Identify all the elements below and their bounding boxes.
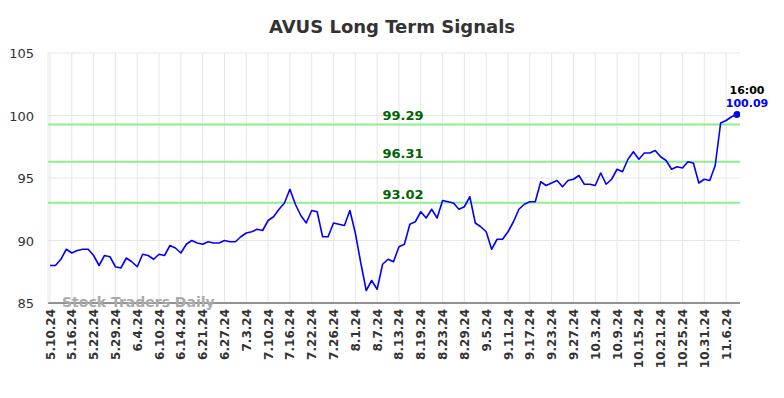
grid-line-x: [398, 53, 399, 303]
grid-line-x: [726, 53, 727, 303]
grid-line-x: [573, 53, 574, 303]
x-tick-label: 8.29.24: [458, 309, 472, 360]
reference-label: 96.31: [382, 146, 423, 161]
grid-line-x: [71, 53, 72, 303]
grid-line-x: [551, 53, 552, 303]
watermark: Stock Traders Daily: [62, 294, 215, 310]
reference-line: [48, 123, 740, 125]
x-tick-label: 6.10.24: [153, 309, 167, 360]
x-tick-label: 6.4.24: [131, 309, 145, 352]
grid-line-x: [355, 53, 356, 303]
x-tick-label: 10.9.24: [611, 309, 625, 360]
y-tick-label: 105: [9, 46, 34, 61]
grid-line-x: [202, 53, 203, 303]
grid-line-x: [289, 53, 290, 303]
x-tick-label: 9.17.24: [523, 309, 537, 360]
grid-line-x: [180, 53, 181, 303]
x-tick-label: 8.19.24: [414, 309, 428, 360]
grid-line-x: [682, 53, 683, 303]
y-tick-label: 90: [17, 234, 34, 249]
x-tick-label: 9.23.24: [545, 309, 559, 360]
grid-line-x: [159, 53, 160, 303]
grid-line-x: [442, 53, 443, 303]
x-tick-label: 8.1.24: [349, 309, 363, 352]
grid-line-x: [464, 53, 465, 303]
y-tick-label: 85: [17, 296, 34, 311]
x-tick-label: 7.22.24: [305, 309, 319, 360]
grid-line-x: [704, 53, 705, 303]
last-value-label: 100.09: [726, 97, 768, 110]
x-tick-label: 9.27.24: [567, 309, 581, 360]
time-label: 16:00: [729, 84, 764, 97]
grid-line-x: [617, 53, 618, 303]
last-point: [734, 111, 741, 118]
reference-line: [48, 161, 740, 163]
x-tick-label: 6.27.24: [218, 309, 232, 360]
x-tick-label: 9.11.24: [502, 309, 516, 360]
grid-line-x: [333, 53, 334, 303]
x-tick-label: 10.31.24: [698, 309, 712, 368]
grid-line-x: [93, 53, 94, 303]
grid-line-x: [420, 53, 421, 303]
grid-line-x: [224, 53, 225, 303]
reference-label: 99.29: [382, 108, 423, 123]
grid-line-x: [508, 53, 509, 303]
chart: AVUS Long Term Signals 85 90 95 100 105 5.10.2…: [0, 0, 784, 398]
x-tick-label: 6.21.24: [196, 309, 210, 360]
x-tick-label: 7.3.24: [240, 309, 254, 352]
grid-line-x: [246, 53, 247, 303]
grid-line-x: [486, 53, 487, 303]
x-tick-label: 5.10.24: [44, 309, 58, 360]
x-tick-label: 7.26.24: [327, 309, 341, 360]
x-tick-label: 8.7.24: [371, 309, 385, 352]
price-line: [50, 114, 737, 290]
x-tick-label: 10.21.24: [654, 309, 668, 368]
grid-line: [48, 240, 740, 241]
x-tick-label: 9.5.24: [480, 309, 494, 352]
x-tick-label: 5.22.24: [87, 309, 101, 360]
grid-line-x: [660, 53, 661, 303]
x-tick-label: 6.14.24: [174, 309, 188, 360]
grid-line: [48, 53, 740, 54]
x-tick-label: 5.16.24: [65, 309, 79, 360]
x-tick-label: 7.10.24: [262, 309, 276, 360]
y-axis: [48, 53, 49, 303]
x-tick-label: 11.6.24: [720, 309, 734, 360]
x-tick-label: 10.15.24: [632, 309, 646, 368]
title: AVUS Long Term Signals: [269, 16, 515, 37]
x-tick-label: 5.29.24: [109, 309, 123, 360]
x-tick-label: 8.13.24: [392, 309, 406, 360]
reference-label: 93.02: [382, 187, 423, 202]
x-tick-label: 7.16.24: [283, 309, 297, 360]
y-tick-label: 100: [9, 109, 34, 124]
plot-area: [48, 111, 740, 291]
grid-line-x: [268, 53, 269, 303]
grid-line-x: [529, 53, 530, 303]
grid-line: [48, 178, 740, 179]
x-tick-label: 10.3.24: [589, 309, 603, 360]
reference-line: [48, 202, 740, 204]
grid-line-x: [311, 53, 312, 303]
x-tick-label: 10.25.24: [676, 309, 690, 368]
grid-line-x: [638, 53, 639, 303]
grid-line-x: [377, 53, 378, 303]
y-tick-label: 95: [17, 171, 34, 186]
grid-line-x: [595, 53, 596, 303]
x-tick-label: 8.23.24: [436, 309, 450, 360]
